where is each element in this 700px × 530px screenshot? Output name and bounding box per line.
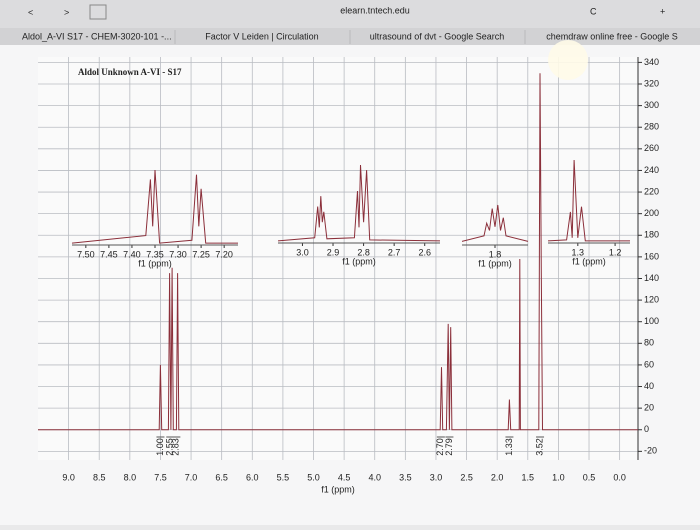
x-axis-label: f1 (ppm) [321,484,355,494]
x-tick-label: 1.3 [572,247,585,257]
y-tick-label: 140 [644,273,659,283]
x-tick-label: 7.20 [215,249,233,259]
x-tick-label: 7.25 [192,249,210,259]
spectrum-line [461,204,529,242]
x-tick-label: 2.5 [460,472,473,482]
reload-button[interactable]: C [590,6,597,16]
plot-area [38,57,638,460]
x-tick-label: 1.2 [609,247,622,257]
forward-button[interactable]: > [64,7,69,17]
y-tick-label: 200 [644,208,659,218]
y-tick-label: 20 [644,403,654,413]
back-button[interactable]: < [28,7,33,17]
url[interactable]: elearn.tntech.edu [340,5,410,15]
x-tick-label: 7.5 [154,472,167,482]
x-tick-label: 2.8 [357,247,370,257]
x-tick-label: 7.40 [123,249,141,259]
x-tick-label: 8.5 [93,472,106,482]
spectrum-line [277,164,441,242]
x-tick-label: 6.5 [215,472,228,482]
x-tick-label: 1.0 [552,472,565,482]
tabs: Aldol_A-VI S17 - CHEM-3020-101 -... Facto… [22,30,678,44]
glare [548,40,588,80]
y-tick-label: 320 [644,78,659,88]
y-tick-label: 120 [644,294,659,304]
y-tick-label: 60 [644,359,654,369]
x-tick-label: 1.5 [522,472,535,482]
y-tick-label: 300 [644,100,659,110]
integral-label: 1.00 [155,438,165,456]
spectrum-line [547,159,630,242]
y-tick-label: 260 [644,143,659,153]
x-tick-label: 7.45 [100,249,118,259]
x-tick-label: 0.0 [613,472,626,482]
x-tick-label: 2.9 [327,247,340,257]
integral-label: 2.70 [435,438,445,456]
bookmarks-button[interactable] [89,4,107,20]
x-tick-label: 4.0 [368,472,381,482]
x-tick-label: 8.0 [124,472,137,482]
x-axis-label: f1 (ppm) [342,256,376,266]
tab[interactable]: chemdraw online free - Google S [546,31,678,41]
x-tick-label: 2.7 [388,247,401,257]
y-tick-label: 340 [644,57,659,67]
y-tick-label: -20 [644,446,657,456]
y-tick-label: 280 [644,122,659,132]
x-tick-label: 4.5 [338,472,351,482]
x-axis-label: f1 (ppm) [572,256,606,266]
y-tick-label: 240 [644,165,659,175]
new-tab-button[interactable]: + [660,6,665,16]
spectrum: -20 0 20 40 60 80 100 120 140 160 180 200 220 240 260 2… [38,57,659,494]
spectrum-line [71,169,238,244]
x-tick-label: 3.5 [399,472,412,482]
x-tick-label: 5.0 [307,472,320,482]
chart-title: Aldol Unknown A-VI - S17 [78,67,182,77]
x-tick-label: 2.0 [491,472,504,482]
x-tick-label: 5.5 [277,472,290,482]
tab[interactable]: ultrasound of dvt - Google Search [370,31,505,41]
x-tick-label: 7.50 [77,249,95,259]
x-axis-label: f1 (ppm) [478,258,512,268]
x-tick-label: 7.35 [146,249,164,259]
x-tick-label: 2.6 [418,247,431,257]
x-tick-label: 3.0 [296,247,309,257]
integral-label: 2.79 [444,438,454,456]
x-tick-label: 6.0 [246,472,259,482]
x-tick-label: 9.0 [62,472,75,482]
tab[interactable]: Aldol_A-VI S17 - CHEM-3020-101 -... [22,31,172,41]
y-tick-label: 100 [644,316,659,326]
x-tick-label: 7.30 [169,249,187,259]
y-tick-label: 160 [644,251,659,261]
x-tick-label: 1.8 [489,249,502,259]
x-tick-label: 0.5 [583,472,596,482]
integral-label: 3.52 [534,438,544,456]
toolbar [0,0,700,28]
integral-label: 2.83 [171,438,181,456]
y-tick-label: 180 [644,230,659,240]
y-tick-label: 40 [644,381,654,391]
x-tick-label: 7.0 [185,472,198,482]
tab[interactable]: Factor V Leiden | Circulation [205,31,318,41]
spectrum-line [38,73,638,431]
y-tick-label: 80 [644,338,654,348]
y-tick-label: 220 [644,186,659,196]
integral-label: 1.33 [504,438,514,456]
integral-label: 2.55 [165,438,175,456]
x-axis-label: f1 (ppm) [138,258,172,268]
y-tick-label: 0 [644,424,649,434]
x-tick-label: 3.0 [430,472,443,482]
